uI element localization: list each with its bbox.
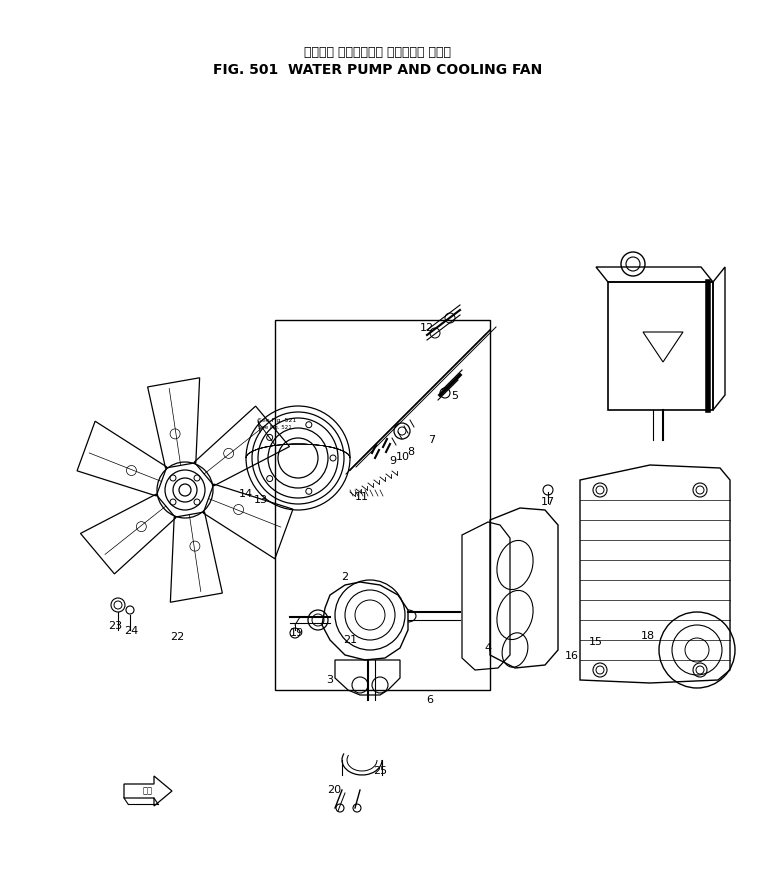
Text: 5: 5: [451, 391, 459, 401]
Text: 22: 22: [170, 632, 184, 642]
Text: See Fig. 521: See Fig. 521: [258, 425, 291, 430]
Text: 6: 6: [426, 695, 434, 705]
Text: 15: 15: [589, 637, 603, 647]
Text: 21: 21: [343, 635, 357, 645]
Text: 24: 24: [124, 626, 138, 636]
Text: 7: 7: [428, 435, 435, 445]
Text: 12: 12: [420, 323, 434, 333]
Text: 11: 11: [355, 492, 369, 502]
Text: 9: 9: [389, 456, 397, 466]
Text: 4: 4: [484, 643, 491, 653]
Text: 19: 19: [290, 628, 304, 638]
Text: ウォータ ポンプおよび クーリング ファン: ウォータ ポンプおよび クーリング ファン: [304, 46, 451, 58]
Text: FIG. 501  WATER PUMP AND COOLING FAN: FIG. 501 WATER PUMP AND COOLING FAN: [213, 63, 543, 77]
Text: 8: 8: [407, 447, 415, 457]
Text: 3: 3: [326, 675, 334, 685]
Text: 13: 13: [254, 495, 268, 505]
Text: 14: 14: [239, 489, 253, 499]
Text: 17: 17: [541, 497, 555, 507]
Text: 16: 16: [565, 651, 579, 661]
Text: 前方: 前方: [143, 787, 153, 796]
Text: 20: 20: [327, 785, 341, 795]
Text: 23: 23: [108, 621, 122, 631]
Text: 2: 2: [341, 572, 348, 582]
Text: 10: 10: [396, 452, 410, 462]
Text: 18: 18: [641, 631, 655, 641]
Text: 25: 25: [373, 766, 387, 776]
Text: See Fig. 521: See Fig. 521: [258, 418, 296, 423]
